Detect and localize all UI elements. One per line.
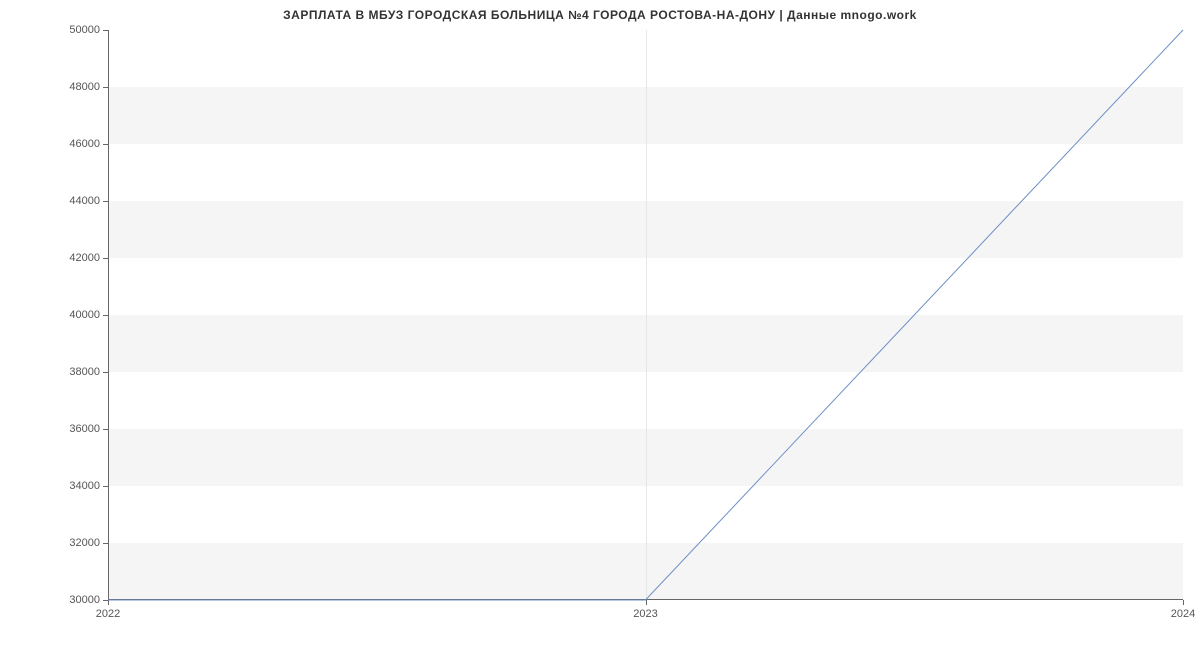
y-tick-label: 50000 [69, 24, 100, 36]
x-tick-mark [1183, 600, 1184, 605]
y-tick-label: 32000 [69, 537, 100, 549]
x-tick-mark [646, 600, 647, 605]
y-tick-label: 34000 [69, 480, 100, 492]
y-tick-mark [103, 600, 108, 601]
x-tick-label: 2023 [633, 608, 657, 620]
x-tick-mark [108, 600, 109, 605]
x-tick-label: 2022 [96, 608, 120, 620]
y-tick-label: 42000 [69, 252, 100, 264]
chart-title: ЗАРПЛАТА В МБУЗ ГОРОДСКАЯ БОЛЬНИЦА №4 ГО… [0, 8, 1200, 22]
y-tick-label: 40000 [69, 309, 100, 321]
line-series [108, 30, 1183, 600]
plot-area: 2022202320243000032000340003600038000400… [108, 30, 1183, 600]
salary-line-chart: ЗАРПЛАТА В МБУЗ ГОРОДСКАЯ БОЛЬНИЦА №4 ГО… [0, 0, 1200, 650]
x-tick-label: 2024 [1171, 608, 1195, 620]
y-tick-label: 38000 [69, 366, 100, 378]
y-tick-label: 48000 [69, 81, 100, 93]
y-tick-label: 44000 [69, 195, 100, 207]
y-tick-label: 46000 [69, 138, 100, 150]
y-tick-label: 30000 [69, 594, 100, 606]
y-tick-label: 36000 [69, 423, 100, 435]
